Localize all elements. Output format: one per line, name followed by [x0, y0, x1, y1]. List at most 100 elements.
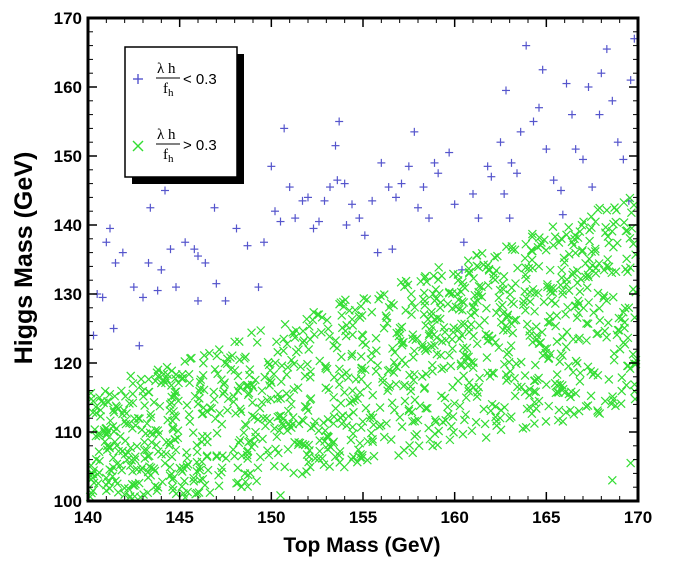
data-point-cross	[434, 426, 444, 436]
data-point-cross	[283, 362, 293, 372]
data-point-cross	[594, 303, 604, 313]
data-point-cross	[564, 286, 574, 295]
data-point-cross	[285, 392, 295, 402]
x-axis-title: Top Mass (GeV)	[283, 534, 440, 557]
data-point-cross	[108, 462, 118, 472]
data-point-cross	[521, 274, 531, 284]
data-point-cross	[604, 262, 614, 272]
legend-denominator: fh	[163, 81, 174, 99]
data-point-cross	[215, 408, 225, 418]
data-point-cross	[520, 371, 530, 380]
data-point-cross	[356, 423, 366, 432]
data-point-cross	[477, 248, 487, 258]
data-point-cross	[497, 300, 507, 310]
data-point-cross	[424, 329, 434, 339]
data-point-cross	[396, 277, 406, 287]
y-tick-label: 100	[54, 492, 82, 511]
data-point-cross	[177, 374, 187, 384]
data-point-plus	[309, 224, 318, 233]
data-point-cross	[94, 447, 104, 457]
data-point-cross	[184, 410, 194, 419]
data-point-cross	[382, 418, 391, 428]
data-point-cross	[323, 415, 333, 424]
data-point-cross	[503, 374, 513, 383]
legend-denominator: fh	[163, 147, 174, 165]
data-point-cross	[437, 391, 446, 401]
data-point-cross	[282, 370, 292, 380]
data-point-plus	[516, 127, 525, 136]
data-point-cross	[189, 476, 199, 486]
data-point-cross	[277, 418, 287, 428]
data-point-cross	[300, 440, 310, 450]
data-point-cross	[564, 222, 574, 232]
data-point-cross	[600, 326, 610, 336]
data-point-cross	[190, 391, 200, 401]
data-point-cross	[474, 281, 484, 291]
data-point-cross	[602, 296, 612, 305]
data-point-cross	[528, 337, 538, 347]
data-point-cross	[361, 403, 371, 413]
data-point-cross	[601, 222, 611, 232]
legend-condition: > 0.3	[183, 137, 217, 154]
data-point-cross	[213, 369, 223, 379]
data-point-cross	[394, 327, 404, 337]
data-point-cross	[379, 290, 389, 299]
data-point-cross	[589, 368, 599, 377]
data-point-plus	[562, 79, 571, 88]
data-point-cross	[170, 435, 180, 444]
data-point-cross	[247, 411, 257, 421]
data-point-cross	[464, 264, 474, 274]
data-point-cross	[574, 299, 584, 309]
data-point-plus	[538, 65, 547, 74]
data-point-cross	[88, 408, 98, 418]
data-point-cross	[103, 397, 112, 406]
data-point-cross	[561, 342, 571, 352]
data-point-cross	[273, 347, 283, 357]
data-point-cross	[289, 468, 299, 478]
data-point-cross	[173, 396, 183, 406]
data-point-cross	[251, 427, 260, 437]
data-point-cross	[168, 423, 178, 432]
data-point-plus	[384, 183, 393, 192]
data-point-cross	[272, 337, 281, 347]
data-point-plus	[458, 265, 466, 274]
data-point-cross	[458, 429, 468, 439]
data-point-cross	[283, 426, 292, 436]
data-point-cross	[558, 289, 568, 299]
legend-marker-cross	[132, 140, 144, 152]
data-point-cross	[319, 418, 329, 428]
data-point-cross	[236, 407, 246, 417]
data-point-cross	[421, 369, 431, 379]
data-point-cross	[125, 461, 135, 470]
data-point-cross	[462, 343, 472, 353]
data-point-cross	[556, 280, 566, 290]
data-point-cross	[619, 198, 629, 207]
data-point-plus	[276, 217, 285, 226]
data-point-cross	[210, 365, 220, 374]
data-point-cross	[337, 419, 347, 429]
data-point-cross	[590, 244, 600, 254]
data-point-cross	[431, 417, 441, 427]
data-point-cross	[146, 463, 156, 473]
data-point-cross	[547, 296, 557, 306]
data-point-cross	[142, 419, 152, 428]
data-point-cross	[337, 371, 347, 381]
data-point-cross	[477, 282, 486, 292]
data-point-cross	[102, 423, 111, 433]
data-point-cross	[554, 238, 564, 248]
data-point-cross	[457, 297, 467, 306]
data-point-cross	[205, 403, 215, 413]
data-point-cross	[420, 300, 430, 310]
data-point-cross	[521, 305, 530, 315]
data-point-plus	[129, 283, 138, 292]
data-point-plus	[118, 248, 127, 257]
data-point-cross	[174, 378, 183, 388]
data-point-cross	[410, 431, 420, 441]
data-point-cross	[611, 267, 621, 277]
data-point-plus	[469, 189, 477, 198]
data-point-cross	[430, 415, 440, 425]
data-point-cross	[192, 447, 202, 457]
data-point-cross	[472, 250, 482, 260]
data-point-cross	[454, 324, 463, 334]
data-point-cross	[348, 330, 357, 340]
